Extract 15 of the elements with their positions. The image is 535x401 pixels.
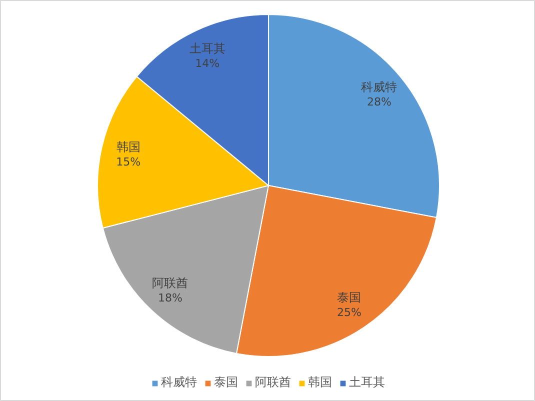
legend-label: 韩国 <box>308 374 332 391</box>
data-label: 28% <box>366 95 392 108</box>
data-label: 14% <box>195 57 220 70</box>
slice-label: 科威特 <box>361 80 398 94</box>
legend-label: 阿联酋 <box>255 374 291 391</box>
data-label: 15% <box>116 156 141 169</box>
legend-label: 泰国 <box>214 374 238 391</box>
legend-label: 科威特 <box>161 374 197 391</box>
slice-label: 阿联酋 <box>152 276 188 290</box>
slice-label: 韩国 <box>116 140 140 154</box>
data-label: 18% <box>158 292 182 305</box>
slice-label: 土耳其 <box>189 42 226 56</box>
data-label: 25% <box>337 306 362 319</box>
legend-label: 土耳其 <box>349 374 385 391</box>
slice-label: 泰国 <box>337 290 362 304</box>
